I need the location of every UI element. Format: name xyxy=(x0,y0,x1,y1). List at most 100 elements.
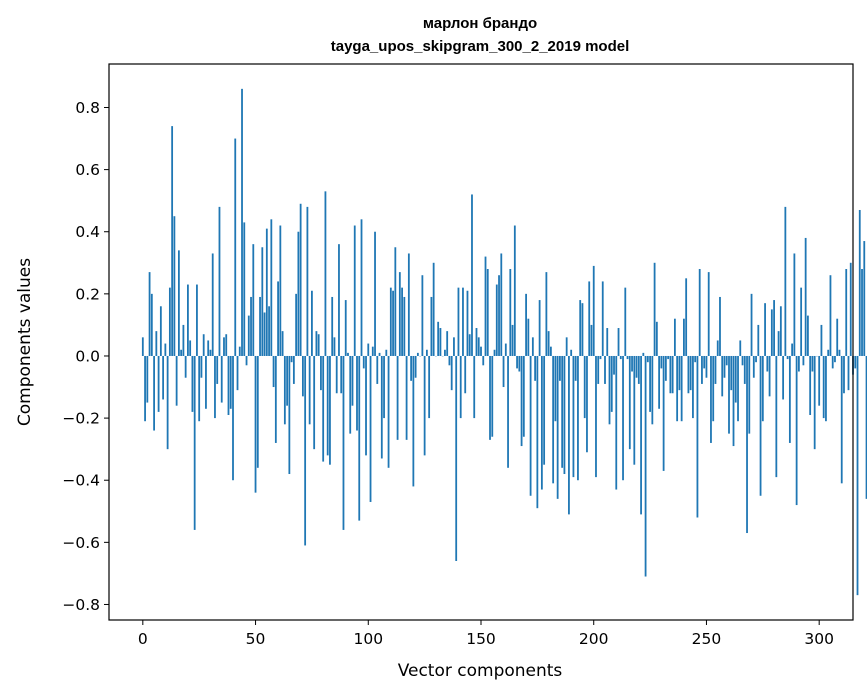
bar-61 xyxy=(279,225,282,356)
bar-56 xyxy=(268,306,270,356)
bar-116 xyxy=(403,296,406,356)
bar-267 xyxy=(743,355,746,384)
bar-21 xyxy=(189,340,192,356)
bar-144 xyxy=(466,290,469,356)
bar-137 xyxy=(450,355,453,391)
bar-43 xyxy=(238,346,241,356)
bar-159 xyxy=(500,253,503,356)
bar-296 xyxy=(809,355,812,415)
bar-187 xyxy=(563,355,566,475)
bar-28 xyxy=(205,355,207,409)
bar-105 xyxy=(378,352,381,356)
bar-202 xyxy=(597,355,600,384)
bar-111 xyxy=(392,290,394,356)
bar-316 xyxy=(854,355,857,369)
bar-148 xyxy=(475,328,478,356)
bar-239 xyxy=(680,355,683,422)
bar-289 xyxy=(793,253,796,356)
bar-53 xyxy=(261,247,264,356)
bar-212 xyxy=(619,355,622,360)
bar-40 xyxy=(232,355,234,481)
bar-281 xyxy=(775,355,778,478)
bar-166 xyxy=(516,355,518,369)
bar-57 xyxy=(270,219,273,356)
bar-188 xyxy=(565,337,568,356)
bar-63 xyxy=(283,355,286,425)
bar-73 xyxy=(306,206,309,356)
bar-234 xyxy=(669,355,672,394)
bar-168 xyxy=(520,355,523,447)
bar-138 xyxy=(453,337,455,356)
bar-182 xyxy=(552,355,555,484)
bar-301 xyxy=(820,324,823,356)
bar-211 xyxy=(617,328,620,356)
bar-192 xyxy=(574,355,577,381)
y-tick-label: 0.6 xyxy=(75,161,100,179)
y-axis-ticks: −0.8 −0.6 −0.4 −0.2 0.0 0.2 0.4 0.6 0.8 xyxy=(62,99,109,614)
bar-104 xyxy=(376,355,379,384)
bar-287 xyxy=(788,355,791,443)
bar-114 xyxy=(398,272,401,356)
bar-117 xyxy=(405,355,408,440)
bar-298 xyxy=(813,355,816,450)
bar-288 xyxy=(791,343,794,356)
bar-172 xyxy=(529,355,532,496)
bar-161 xyxy=(504,343,507,356)
bar-235 xyxy=(671,355,674,394)
bar-216 xyxy=(628,355,631,450)
bar-171 xyxy=(527,318,530,356)
bar-275 xyxy=(761,355,764,422)
bar-153 xyxy=(486,269,489,356)
bar-139 xyxy=(455,355,458,561)
bar-79 xyxy=(320,355,322,391)
bar-74 xyxy=(308,355,311,425)
bar-112 xyxy=(394,247,397,356)
bar-26 xyxy=(200,355,203,378)
bar-1 xyxy=(144,355,146,422)
bar-149 xyxy=(477,337,480,356)
x-tick-label: 150 xyxy=(466,630,496,648)
bar-50 xyxy=(254,355,257,493)
plot-frame xyxy=(108,63,854,621)
bar-251 xyxy=(707,272,710,356)
bar-146 xyxy=(471,194,473,356)
bar-271 xyxy=(752,355,755,378)
bar-41 xyxy=(234,138,237,356)
bar-24 xyxy=(196,284,198,356)
bar-5 xyxy=(153,355,155,431)
bar-263 xyxy=(734,355,737,403)
bar-220 xyxy=(637,355,640,384)
bar-141 xyxy=(459,355,462,419)
bar-15 xyxy=(175,355,178,406)
bar-66 xyxy=(290,355,293,363)
bar-209 xyxy=(613,355,615,375)
bar-176 xyxy=(538,300,541,356)
bar-248 xyxy=(701,355,703,384)
bar-39 xyxy=(229,355,232,409)
bar-143 xyxy=(464,355,467,394)
bar-217 xyxy=(631,355,633,372)
bar-31 xyxy=(211,253,214,356)
bar-290 xyxy=(795,355,798,506)
bar-157 xyxy=(495,284,498,356)
bar-64 xyxy=(286,355,289,406)
bar-78 xyxy=(317,334,320,356)
bar-259 xyxy=(725,355,728,366)
bar-163 xyxy=(509,269,512,356)
bar-283 xyxy=(779,306,782,356)
bar-181 xyxy=(549,346,552,356)
bar-198 xyxy=(588,281,591,356)
bar-321 xyxy=(865,355,867,499)
bar-254 xyxy=(714,355,717,384)
bar-136 xyxy=(448,355,451,366)
bar-173 xyxy=(531,337,534,356)
bar-266 xyxy=(741,355,744,366)
bar-106 xyxy=(380,355,383,459)
bar-213 xyxy=(622,355,624,481)
bar-318 xyxy=(858,209,861,356)
y-tick-label: −0.8 xyxy=(62,596,100,614)
bar-194 xyxy=(579,300,582,356)
bar-4 xyxy=(150,293,153,356)
bar-319 xyxy=(861,269,863,356)
bar-169 xyxy=(522,355,525,437)
